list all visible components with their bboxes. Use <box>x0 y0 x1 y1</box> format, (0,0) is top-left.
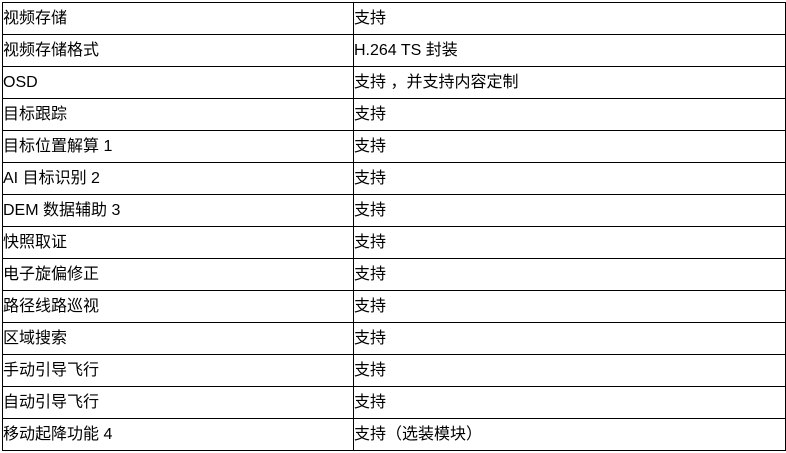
feature-cell: 快照取证 <box>2 226 354 259</box>
value-cell: 支持 <box>353 98 786 131</box>
table-row: 目标跟踪 支持 <box>2 98 786 131</box>
feature-cell: 区域搜索 <box>2 322 354 355</box>
feature-cell: 视频存储 <box>2 2 354 35</box>
feature-cell: AI 目标识别 2 <box>2 162 354 195</box>
value-cell: 支持 ，并支持内容定制 <box>353 66 786 99</box>
feature-cell: 路径线路巡视 <box>2 290 354 323</box>
value-cell: 支持 <box>353 354 786 387</box>
value-cell: 支持 <box>353 130 786 163</box>
feature-cell: 目标跟踪 <box>2 98 354 131</box>
feature-cell: OSD <box>2 66 354 99</box>
table-row: 视频存储格式 H.264 TS 封装 <box>2 34 786 67</box>
feature-cell: DEM 数据辅助 3 <box>2 194 354 227</box>
table-row: 目标位置解算 1 支持 <box>2 130 786 163</box>
value-cell: 支持 <box>353 2 786 35</box>
value-cell: 支持（选装模块） <box>353 418 786 451</box>
value-cell: H.264 TS 封装 <box>353 34 786 67</box>
table-row: OSD 支持 ，并支持内容定制 <box>2 66 786 99</box>
feature-cell: 移动起降功能 4 <box>2 418 354 451</box>
table-row: DEM 数据辅助 3 支持 <box>2 194 786 227</box>
value-cell: 支持 <box>353 226 786 259</box>
value-cell: 支持 <box>353 194 786 227</box>
value-cell: 支持 <box>353 258 786 291</box>
value-cell: 支持 <box>353 290 786 323</box>
value-cell: 支持 <box>353 162 786 195</box>
value-cell: 支持 <box>353 322 786 355</box>
table-row: 视频存储 支持 <box>2 2 786 35</box>
table-row: 自动引导飞行 支持 <box>2 386 786 419</box>
feature-cell: 手动引导飞行 <box>2 354 354 387</box>
feature-cell: 电子旋偏修正 <box>2 258 354 291</box>
table-row: 区域搜索 支持 <box>2 322 786 355</box>
feature-cell: 自动引导飞行 <box>2 386 354 419</box>
value-cell: 支持 <box>353 386 786 419</box>
table-row: 移动起降功能 4 支持（选装模块） <box>2 418 786 451</box>
feature-cell: 目标位置解算 1 <box>2 130 354 163</box>
table-row: 手动引导飞行 支持 <box>2 354 786 387</box>
table-row: 快照取证 支持 <box>2 226 786 259</box>
table-row: 电子旋偏修正 支持 <box>2 258 786 291</box>
feature-cell: 视频存储格式 <box>2 34 354 67</box>
table-row: AI 目标识别 2 支持 <box>2 162 786 195</box>
table-row: 路径线路巡视 支持 <box>2 290 786 323</box>
